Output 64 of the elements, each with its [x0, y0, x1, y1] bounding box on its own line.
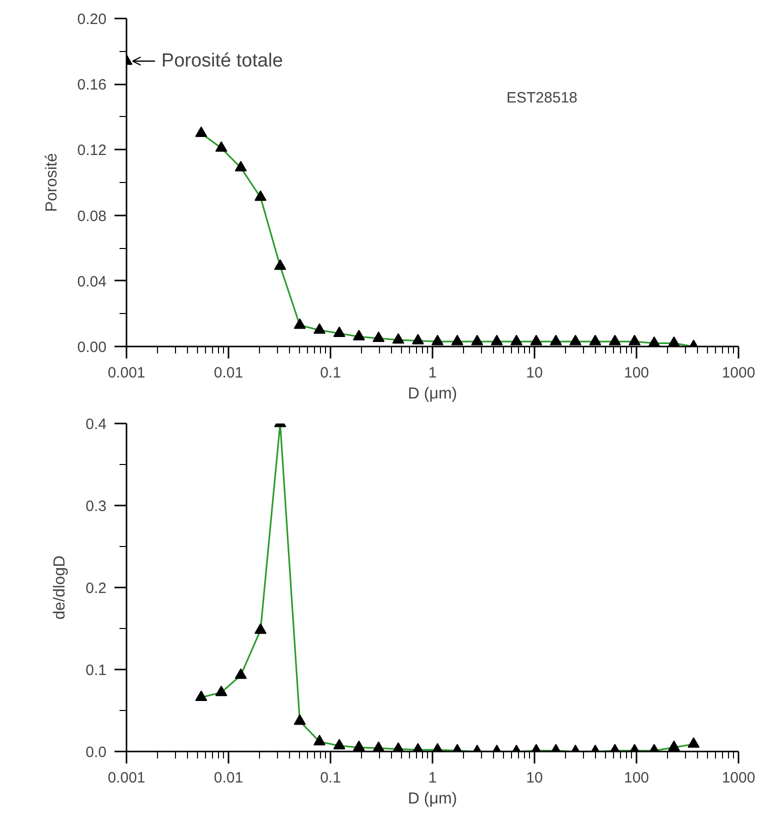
- y-axis-title: de/dlogD: [52, 555, 69, 620]
- point: [333, 326, 346, 338]
- x-tick-label: 1: [428, 770, 437, 786]
- point: [254, 190, 267, 201]
- x-axis-title: D (μm): [408, 790, 458, 808]
- x-tick-label: 0.01: [214, 770, 244, 786]
- point: [432, 334, 444, 346]
- point: [372, 331, 385, 342]
- y-tick-label: 0.20: [77, 11, 107, 28]
- point: [490, 334, 503, 346]
- point: [510, 334, 522, 346]
- point: [451, 334, 464, 346]
- point: [352, 740, 365, 752]
- x-tick-label: 1: [428, 364, 437, 382]
- point: [550, 334, 562, 346]
- point: [294, 318, 306, 329]
- y-axis-title: Porosité: [43, 153, 60, 212]
- point: [628, 334, 641, 346]
- x-tick-label: 100: [624, 770, 650, 786]
- y-tick-label: 0.08: [77, 208, 107, 225]
- point: [195, 126, 208, 137]
- y-tick-label: 0.4: [86, 416, 107, 433]
- y-tick-label: 0.0: [86, 744, 107, 761]
- y-tick-label: 0.3: [86, 498, 107, 515]
- annotation: Porosité totale: [161, 50, 283, 72]
- point: [471, 334, 484, 346]
- point: [313, 734, 326, 746]
- point: [195, 690, 208, 702]
- x-tick-label: 0.01: [214, 364, 244, 382]
- point: [294, 714, 306, 725]
- point: [234, 160, 247, 172]
- point: [234, 668, 247, 679]
- point: [530, 334, 542, 346]
- y-tick-label: 0.00: [77, 339, 107, 356]
- y-tick-label: 0.12: [77, 142, 107, 160]
- y-tick-label: 0.1: [86, 662, 107, 679]
- x-tick-label: 10: [526, 364, 543, 382]
- x-axis-title: D (μm): [408, 386, 458, 402]
- point: [333, 738, 346, 750]
- x-tick-label: 0.1: [320, 364, 341, 382]
- point: [688, 737, 700, 748]
- y-tick-label: 0.2: [86, 580, 107, 597]
- point: [608, 334, 621, 346]
- x-tick-label: 0.1: [320, 770, 341, 786]
- point: [274, 259, 286, 270]
- point: [215, 686, 228, 696]
- point: [668, 740, 680, 752]
- point: [589, 334, 602, 346]
- x-tick-label: 1000: [722, 770, 756, 786]
- x-tick-label: 100: [624, 364, 650, 382]
- y-tick-label: 0.16: [77, 76, 107, 94]
- point: [254, 623, 267, 634]
- point: [412, 334, 424, 344]
- point: [569, 334, 582, 346]
- x-tick-label: 10: [526, 770, 543, 786]
- point: [215, 141, 228, 152]
- x-tick-label: 1000: [722, 364, 756, 382]
- point: [313, 323, 326, 334]
- y-tick-label: 0.04: [77, 273, 107, 290]
- annotation: EST28518: [506, 90, 578, 106]
- x-tick-label: 0.001: [108, 364, 146, 382]
- x-tick-label: 0.001: [108, 770, 146, 786]
- point: [392, 333, 404, 344]
- point: [352, 330, 365, 340]
